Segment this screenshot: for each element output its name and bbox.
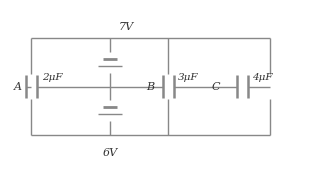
Text: C: C xyxy=(212,81,220,92)
Text: 6V: 6V xyxy=(102,148,117,158)
Text: 4μF: 4μF xyxy=(252,72,273,81)
Text: 3μF: 3μF xyxy=(178,72,198,81)
Text: A: A xyxy=(14,81,22,92)
Text: 7V: 7V xyxy=(119,22,134,32)
Text: B: B xyxy=(146,81,154,92)
Text: 2μF: 2μF xyxy=(42,72,63,81)
